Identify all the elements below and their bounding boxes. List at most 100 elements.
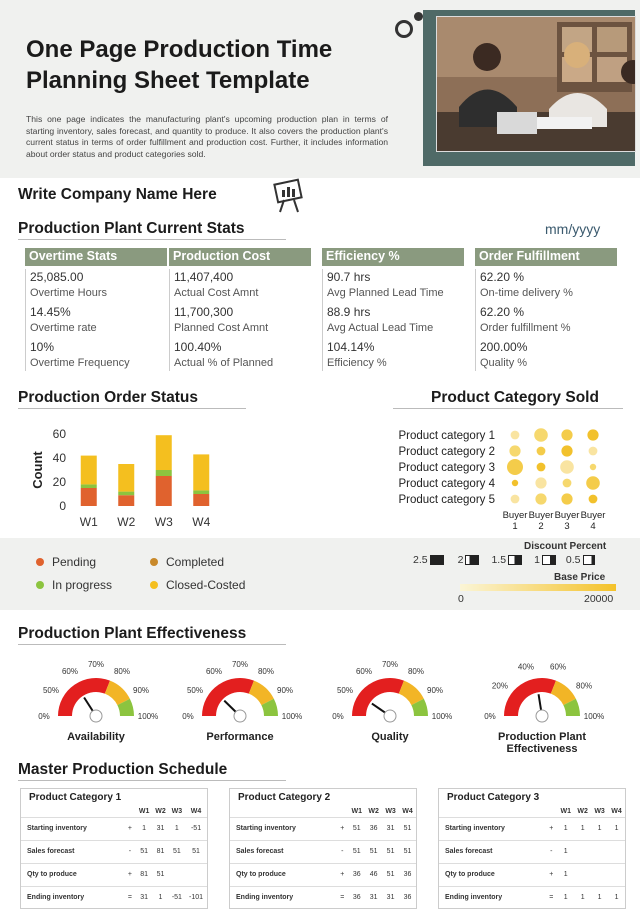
row-sign: + — [545, 862, 558, 886]
cell: 1 — [557, 862, 575, 886]
stat-label: Overtime Hours — [30, 287, 108, 299]
stat-label: Avg Planned Lead Time — [327, 287, 444, 299]
bar-segment — [80, 484, 97, 488]
bar-segment — [193, 490, 210, 494]
row-label: Product category 3 — [398, 462, 495, 474]
row-sign: + — [545, 816, 558, 840]
gauge-tick-label: 70% — [382, 660, 398, 669]
x-tick-label: W3 — [155, 515, 173, 529]
discount-swatch-icon — [582, 555, 595, 565]
row-label: Starting inventory — [439, 816, 546, 840]
page-description: This one page indicates the manufacturin… — [26, 114, 388, 159]
row-sign: + — [336, 862, 349, 886]
cell: 51 — [168, 839, 186, 863]
bubble — [535, 477, 547, 489]
cell: 36 — [365, 816, 383, 840]
column-label: Buyer — [503, 510, 528, 521]
gauge-tick-label: 0% — [38, 712, 50, 721]
gauge-tick-label: 20% — [492, 681, 508, 690]
cell — [168, 862, 186, 886]
row-sign: + — [336, 816, 349, 840]
stat-label: Actual % of Planned — [174, 357, 274, 369]
row-label: Ending inventory — [21, 885, 124, 909]
row-label: Ending inventory — [439, 885, 546, 909]
gauge-tick-label: 100% — [138, 712, 158, 721]
cell — [591, 862, 609, 886]
bar-segment — [80, 455, 97, 485]
category-sold-underline — [393, 408, 623, 409]
cell: 1 — [152, 885, 169, 909]
discount-swatch-icon — [541, 555, 556, 565]
col-header: W4 — [190, 807, 202, 815]
x-tick-label: W4 — [192, 515, 210, 529]
bubble — [536, 446, 546, 456]
bar-segment — [118, 491, 135, 496]
bubble — [510, 494, 520, 504]
legend-item-closed-costed: Closed-Costed — [150, 578, 245, 592]
cell: 36 — [399, 862, 416, 886]
gauge-hub — [383, 709, 397, 723]
cell: 1 — [135, 816, 153, 840]
cell: 51 — [135, 839, 153, 863]
col-header: W3 — [385, 807, 396, 815]
row-label: Product category 5 — [398, 494, 495, 506]
stats-underline — [18, 239, 286, 240]
table-row: Qty to produce + 1 — [439, 862, 625, 886]
stat-value: 25,085.00 — [30, 270, 84, 284]
col-header: W2 — [577, 807, 588, 815]
discount-swatch-icon — [429, 555, 444, 565]
gauge-tick-label: 50% — [337, 686, 353, 695]
gauge-band — [104, 680, 130, 706]
stat-label: Efficiency % — [327, 357, 387, 369]
row-label: Qty to produce — [230, 862, 337, 886]
cell: 51 — [348, 816, 366, 840]
cell: 36 — [348, 885, 366, 909]
cell — [574, 839, 592, 863]
col-header: W1 — [351, 807, 362, 815]
category-sold-title: Product Category Sold — [431, 389, 599, 406]
stat-column-efficiency: Efficiency % 90.7 hrs Avg Planned Lead T… — [322, 248, 464, 371]
y-tick-label: 0 — [59, 499, 66, 513]
cell: 1 — [591, 885, 609, 909]
legend-label: Completed — [166, 555, 225, 569]
schedule-table-category-1: Product Category 1 W1 W2 W3 W4 Starting … — [20, 788, 208, 909]
gauge-dial-icon: 0% 20% 40% 60% 80% 100% — [484, 663, 604, 723]
legend-swatch — [150, 558, 158, 566]
stat-label: Overtime Frequency — [30, 357, 130, 369]
report-date: mm/yyyy — [545, 221, 601, 237]
stat-label: On-time delivery % — [480, 287, 573, 299]
cell: 31 — [382, 816, 400, 840]
cell: 51 — [399, 816, 416, 840]
effectiveness-underline — [18, 644, 286, 645]
chart-board-icon — [272, 178, 308, 219]
bar-segment — [193, 494, 210, 506]
col-header: W3 — [171, 807, 183, 815]
row-sign: - — [336, 839, 349, 863]
legend-label: Pending — [52, 555, 97, 569]
cell: 51 — [185, 839, 207, 863]
column-label: 2 — [538, 521, 543, 532]
col-header: W3 — [594, 807, 605, 815]
price-legend-title: Base Price — [554, 572, 606, 583]
bubble — [561, 429, 573, 441]
discount-swatch-icon — [465, 555, 480, 565]
stat-label: Planned Cost Amnt — [174, 322, 269, 334]
bubble — [587, 429, 599, 441]
bar-segment — [80, 488, 97, 506]
cell: 1 — [168, 816, 186, 840]
bubble — [561, 493, 573, 505]
stat-column-overtime: Overtime Stats 25,085.00 Overtime Hours … — [25, 248, 167, 371]
gauge-tick-label: 70% — [88, 660, 104, 669]
col-header: W2 — [368, 807, 379, 815]
stat-column-cost: Production Cost 11,407,400 Actual Cost A… — [169, 248, 311, 371]
gauge-tick-label: 100% — [432, 712, 452, 721]
schedule-table-category-2: Product Category 2 W1 W2 W3 W4 Starting … — [229, 788, 417, 909]
order-status-title: Production Order Status — [18, 389, 198, 406]
bubble — [562, 478, 572, 488]
schedule-title: Master Production Schedule — [18, 761, 228, 778]
page-title: One Page Production Time Planning Sheet … — [26, 36, 333, 94]
stat-value: 11,700,300 — [174, 305, 234, 319]
stat-column-fulfillment: Order Fulfillment 62.20 % On-time delive… — [475, 248, 617, 371]
gauge-band — [117, 698, 134, 716]
table-row: Sales forecast - 51 51 51 51 — [230, 839, 416, 863]
